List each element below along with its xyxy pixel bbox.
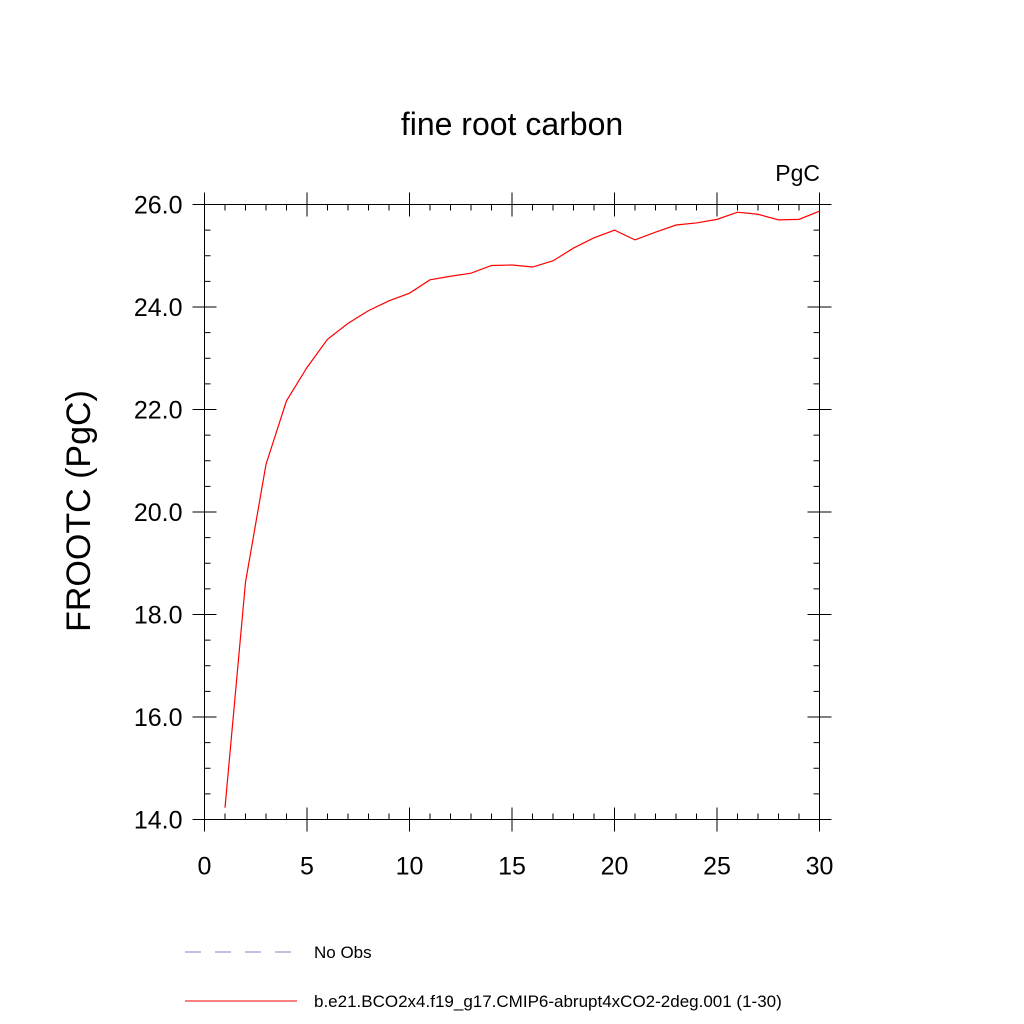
x-tick-label: 30 <box>806 853 834 881</box>
y-axis-label: FROOTC (PgC) <box>60 390 98 632</box>
legend-label: b.e21.BCO2x4.f19_g17.CMIP6-abrupt4xCO2-2… <box>314 992 782 1011</box>
x-tick-label: 10 <box>396 853 424 881</box>
x-tick-label: 20 <box>601 853 629 881</box>
y-tick-label: 26.0 <box>134 192 183 220</box>
chart-title: fine root carbon <box>401 106 623 142</box>
legend: No Obs b.e21.BCO2x4.f19_g17.CMIP6-abrupt4… <box>185 943 782 1011</box>
y-tick-label: 18.0 <box>134 602 183 630</box>
series-layer <box>224 210 820 808</box>
x-tick-label: 5 <box>300 853 314 881</box>
y-tick-label: 24.0 <box>134 294 183 322</box>
legend-label: No Obs <box>314 943 372 962</box>
y-tick-label: 20.0 <box>134 499 183 527</box>
series-line <box>224 210 820 808</box>
x-tick-label: 25 <box>703 853 731 881</box>
plot-frame <box>204 204 820 820</box>
axis-ticks <box>192 192 832 832</box>
y-tick-label: 22.0 <box>134 397 183 425</box>
units-label: PgC <box>775 160 820 186</box>
x-tick-label: 0 <box>198 853 212 881</box>
y-tick-label: 16.0 <box>134 704 183 732</box>
y-tick-label: 14.0 <box>134 807 183 835</box>
axis-tick-labels: 0 5 10 15 20 25 30 14.0 16.0 18.0 20.0 22.0 24.0 26.0 <box>134 192 834 881</box>
x-tick-label: 15 <box>498 853 526 881</box>
